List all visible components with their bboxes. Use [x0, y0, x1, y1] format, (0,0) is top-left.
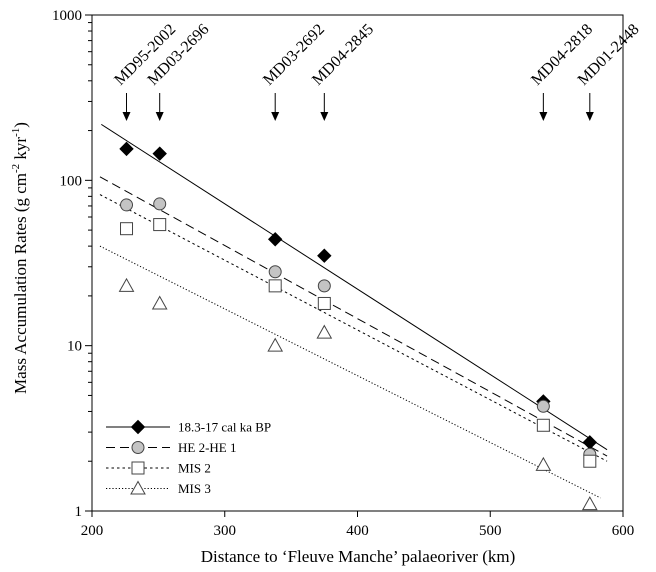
data-point-circle	[268, 265, 282, 279]
data-point-circle	[317, 279, 331, 293]
data-point-triangle	[316, 324, 333, 339]
x-tick-label: 500	[479, 523, 502, 539]
y-tick-label: 1000	[52, 8, 82, 24]
plot-frame	[91, 14, 624, 512]
data-point-diamond	[119, 141, 134, 157]
legend-marker-square	[131, 461, 145, 475]
fit-line-diamond	[101, 123, 608, 451]
legend-label: MIS 2	[178, 461, 211, 476]
data-point-diamond	[317, 248, 332, 263]
x-tick-label: 300	[214, 523, 237, 539]
fit-line-triangle	[99, 245, 601, 499]
y-axis: 1 10 100 1000	[52, 8, 92, 520]
legend-label: MIS 3	[178, 481, 211, 496]
data-point-diamond	[267, 232, 283, 247]
legend-marker-circle	[131, 441, 145, 454]
data-point-circle	[536, 399, 550, 413]
core-arrowhead	[122, 112, 131, 121]
data-point-square	[120, 222, 134, 236]
y-axis-title: Mass Accumulation Rates (g cm-2 kyr-1)	[10, 122, 30, 394]
data-point-triangle	[535, 456, 552, 471]
core-arrowhead	[539, 112, 548, 121]
data-point-diamond	[582, 435, 598, 450]
core-arrowhead	[320, 112, 329, 121]
data-point-diamond	[152, 146, 167, 161]
y-tick-label: 100	[60, 173, 83, 189]
data-point-square	[268, 279, 282, 293]
x-axis: 200 300 400 500 600	[81, 511, 635, 539]
data-point-square	[317, 296, 331, 310]
legend: 18.3-17 cal ka BP HE 2-HE 1 MIS 2 MIS 3	[106, 419, 271, 496]
x-tick-label: 200	[81, 523, 104, 539]
data-point-triangle	[267, 337, 284, 352]
data-point-triangle	[118, 277, 135, 292]
y-tick-label: 10	[67, 339, 82, 355]
data-point-square	[536, 418, 550, 432]
plot-area	[91, 14, 624, 512]
y-tick-label: 1	[75, 504, 83, 520]
fit-line-square	[99, 194, 608, 462]
fit-line-circle	[99, 176, 608, 457]
x-tick-label: 600	[612, 523, 635, 539]
core-arrowhead	[271, 112, 280, 121]
data-point-triangle	[581, 496, 598, 511]
x-axis-title: Distance to ‘Fleuve Manche’ palaeoriver …	[201, 547, 516, 566]
legend-marker-diamond	[130, 419, 146, 435]
data-point-triangle	[151, 295, 168, 310]
fit-lines	[99, 123, 608, 499]
data-point-circle	[120, 198, 134, 212]
data-point-square	[153, 218, 167, 232]
data-point-circle	[153, 197, 167, 211]
core-arrowhead	[585, 112, 594, 121]
data-points	[118, 141, 598, 511]
core-arrowhead	[155, 112, 164, 121]
x-tick-label: 400	[346, 523, 369, 539]
data-point-square	[583, 454, 597, 468]
legend-marker-triangle	[130, 480, 146, 495]
legend-label: 18.3-17 cal ka BP	[178, 420, 271, 435]
legend-label: HE 2-HE 1	[178, 440, 237, 455]
